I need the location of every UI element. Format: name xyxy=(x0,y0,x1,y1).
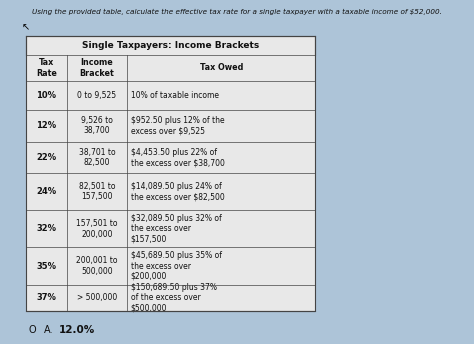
Text: $952.50 plus 12% of the
excess over $9,525: $952.50 plus 12% of the excess over $9,5… xyxy=(130,116,224,136)
Text: Tax
Rate: Tax Rate xyxy=(36,58,57,78)
Text: 38,701 to
82,500: 38,701 to 82,500 xyxy=(79,148,115,167)
Text: > 500,000: > 500,000 xyxy=(77,293,117,302)
Text: 82,501 to
157,500: 82,501 to 157,500 xyxy=(79,182,115,202)
Text: 37%: 37% xyxy=(36,293,56,302)
Text: 22%: 22% xyxy=(36,153,56,162)
Text: Tax Owed: Tax Owed xyxy=(200,63,243,72)
Text: 12.0%: 12.0% xyxy=(59,325,95,335)
Text: 200,001 to
500,000: 200,001 to 500,000 xyxy=(76,256,118,276)
Text: $4,453.50 plus 22% of
the excess over $38,700: $4,453.50 plus 22% of the excess over $3… xyxy=(130,148,225,167)
Text: $32,089.50 plus 32% of
the excess over
$157,500: $32,089.50 plus 32% of the excess over $… xyxy=(130,214,221,244)
Text: 12%: 12% xyxy=(36,121,56,130)
Text: Single Taxpayers: Income Brackets: Single Taxpayers: Income Brackets xyxy=(82,41,259,50)
Text: 10% of taxable income: 10% of taxable income xyxy=(130,91,219,100)
Text: $14,089.50 plus 24% of
the excess over $82,500: $14,089.50 plus 24% of the excess over $… xyxy=(130,182,224,202)
Text: ↖: ↖ xyxy=(21,22,29,32)
Text: 9,526 to
38,700: 9,526 to 38,700 xyxy=(81,116,113,136)
Text: 35%: 35% xyxy=(36,261,56,270)
Text: 157,501 to
200,000: 157,501 to 200,000 xyxy=(76,219,118,239)
Text: A.: A. xyxy=(44,325,54,335)
Text: 24%: 24% xyxy=(36,187,56,196)
Text: $45,689.50 plus 35% of
the excess over
$200,000: $45,689.50 plus 35% of the excess over $… xyxy=(130,251,221,281)
Text: O: O xyxy=(28,325,36,335)
Text: Using the provided table, calculate the effective tax rate for a single taxpayer: Using the provided table, calculate the … xyxy=(32,9,442,15)
Text: Income
Bracket: Income Bracket xyxy=(80,58,114,78)
Text: 10%: 10% xyxy=(36,91,56,100)
Text: 32%: 32% xyxy=(36,224,56,233)
Text: $150,689.50 plus 37%
of the excess over
$500,000: $150,689.50 plus 37% of the excess over … xyxy=(130,283,217,313)
Text: 0 to 9,525: 0 to 9,525 xyxy=(77,91,117,100)
